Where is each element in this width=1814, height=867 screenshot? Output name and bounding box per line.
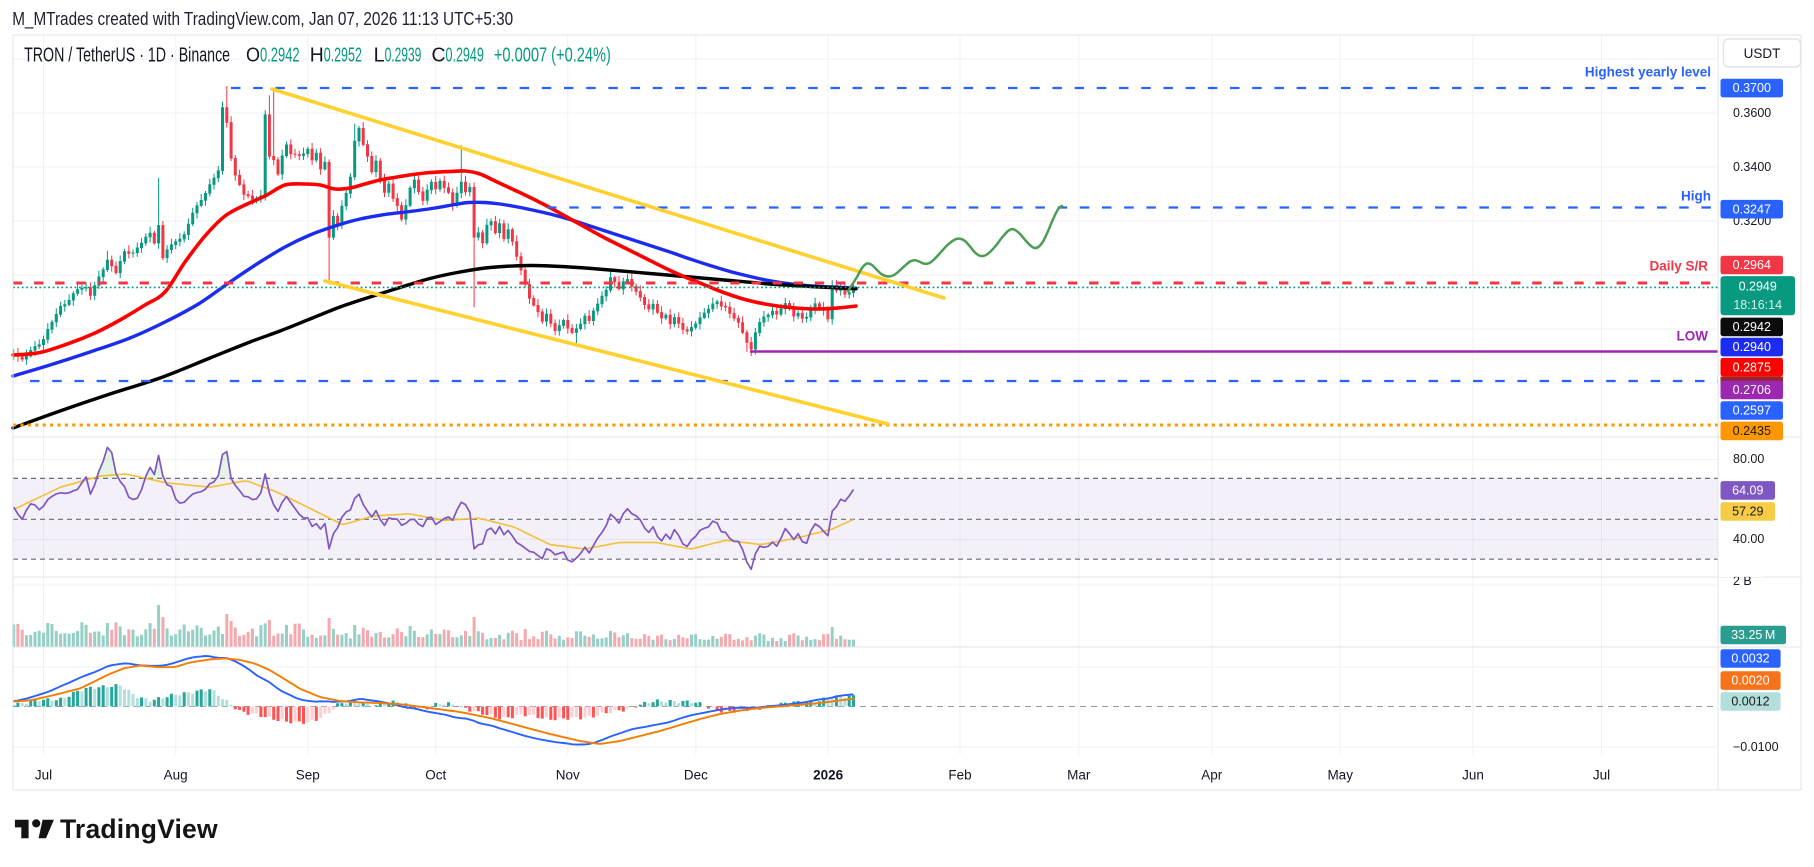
svg-text:TRON / TetherUS · 1D · Binance: TRON / TetherUS · 1D · Binance <box>24 45 230 67</box>
svg-text:0.2942: 0.2942 <box>260 45 300 67</box>
svg-text:57.29: 57.29 <box>1732 505 1763 519</box>
svg-text:0.3247: 0.3247 <box>1733 202 1771 216</box>
svg-text:Jun: Jun <box>1462 768 1484 783</box>
svg-text:18:16:14: 18:16:14 <box>1733 298 1782 312</box>
svg-text:0.2964: 0.2964 <box>1733 258 1771 272</box>
svg-text:0.2949: 0.2949 <box>1739 279 1777 293</box>
svg-text:40.00: 40.00 <box>1733 532 1764 546</box>
svg-text:80.00: 80.00 <box>1733 452 1764 466</box>
svg-text:0.3700: 0.3700 <box>1733 81 1771 95</box>
svg-text:M_MTrades created with Trading: M_MTrades created with TradingView.com, … <box>12 9 513 30</box>
svg-text:O: O <box>246 45 260 67</box>
svg-text:Jul: Jul <box>1593 768 1610 783</box>
svg-text:Dec: Dec <box>684 768 708 783</box>
svg-text:0.2435: 0.2435 <box>1733 424 1771 438</box>
svg-text:Highest yearly level: Highest yearly level <box>1585 65 1711 80</box>
svg-text:High: High <box>1681 188 1711 203</box>
svg-text:0.2942: 0.2942 <box>1733 320 1771 334</box>
svg-text:64.09: 64.09 <box>1732 483 1763 497</box>
svg-text:0.0020: 0.0020 <box>1731 674 1769 688</box>
svg-text:0.2597: 0.2597 <box>1733 404 1771 418</box>
svg-text:L: L <box>374 45 385 67</box>
svg-text:Daily S/R: Daily S/R <box>1649 259 1708 274</box>
svg-text:0.2940: 0.2940 <box>1733 340 1771 354</box>
svg-text:C: C <box>432 45 446 67</box>
svg-text:0.2706: 0.2706 <box>1733 383 1771 397</box>
svg-text:May: May <box>1327 768 1353 783</box>
svg-text:+0.0007 (+0.24%): +0.0007 (+0.24%) <box>494 45 611 67</box>
svg-text:Feb: Feb <box>948 768 971 783</box>
svg-text:Jul: Jul <box>35 768 52 783</box>
svg-text:0.3600: 0.3600 <box>1733 106 1771 120</box>
svg-text:0.2952: 0.2952 <box>324 45 362 67</box>
svg-text:0.3400: 0.3400 <box>1733 160 1771 174</box>
svg-text:H: H <box>310 45 324 67</box>
svg-text:Apr: Apr <box>1201 768 1223 783</box>
svg-text:Mar: Mar <box>1067 768 1091 783</box>
svg-text:0.2875: 0.2875 <box>1733 360 1771 374</box>
svg-text:−0.0100: −0.0100 <box>1733 740 1779 754</box>
svg-text:0.0012: 0.0012 <box>1731 695 1769 709</box>
svg-text:USDT: USDT <box>1744 46 1781 61</box>
svg-text:0.2949: 0.2949 <box>446 45 484 67</box>
svg-text:0.0032: 0.0032 <box>1731 652 1769 666</box>
svg-text:Sep: Sep <box>296 768 320 783</box>
svg-text:2026: 2026 <box>813 768 844 783</box>
svg-text:Aug: Aug <box>164 768 188 783</box>
svg-text:0.2939: 0.2939 <box>385 45 422 67</box>
svg-text:LOW: LOW <box>1677 328 1709 343</box>
svg-text:2 B: 2 B <box>1733 574 1752 588</box>
svg-text:TradingView: TradingView <box>60 814 218 844</box>
svg-text:33.25 M: 33.25 M <box>1731 628 1775 642</box>
svg-text:Nov: Nov <box>556 768 580 783</box>
svg-text:Oct: Oct <box>425 768 446 783</box>
